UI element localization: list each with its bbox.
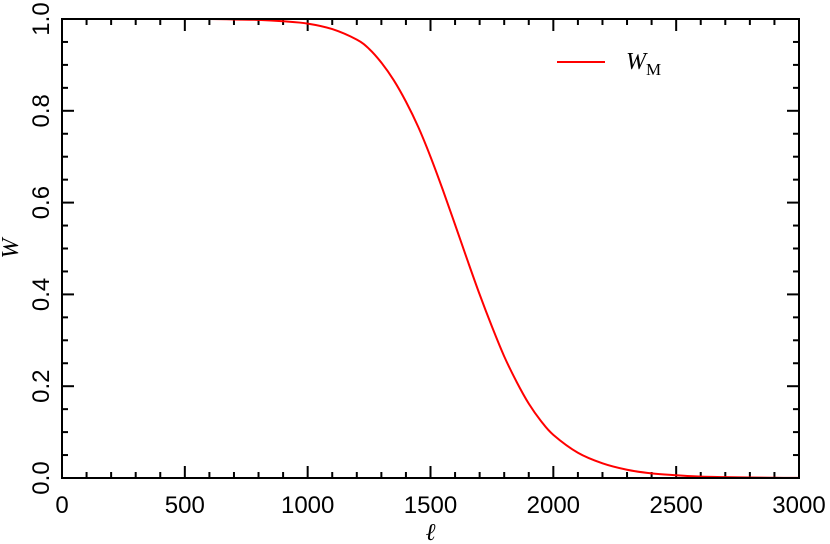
- legend-series-name: W: [626, 49, 648, 75]
- x-tick-label: 2500: [649, 492, 702, 519]
- legend-label: WM: [626, 49, 661, 79]
- x-tick-label: 0: [55, 492, 68, 519]
- y-tick-label: 0.2: [28, 370, 55, 403]
- x-tick-label: 1500: [404, 492, 457, 519]
- y-tick-label: 0.0: [28, 461, 55, 494]
- x-tick-label: 3000: [772, 492, 825, 519]
- legend: WM: [557, 49, 661, 79]
- x-tick-label: 500: [165, 492, 205, 519]
- series-layer: [111, 17, 800, 479]
- y-tick-label: 0.8: [28, 94, 55, 127]
- x-tick-label: 2000: [527, 492, 580, 519]
- y-tick-label: 1.0: [28, 2, 55, 35]
- series-line: [111, 17, 800, 479]
- x-tick-label: 1000: [281, 492, 334, 519]
- plot-frame: [61, 18, 800, 479]
- y-axis-label: W: [0, 237, 24, 259]
- y-tick-label: 0.6: [28, 186, 55, 219]
- legend-series-subscript: M: [646, 60, 661, 79]
- x-axis-label: ℓ: [426, 520, 436, 544]
- y-tick-label: 0.4: [28, 278, 55, 311]
- axis-ticks: [61, 18, 800, 479]
- tick-labels: 0 500 1000 1500 2000 2500 3000 0.0 0.2 0.4 0.6 0.8 1…: [28, 2, 826, 519]
